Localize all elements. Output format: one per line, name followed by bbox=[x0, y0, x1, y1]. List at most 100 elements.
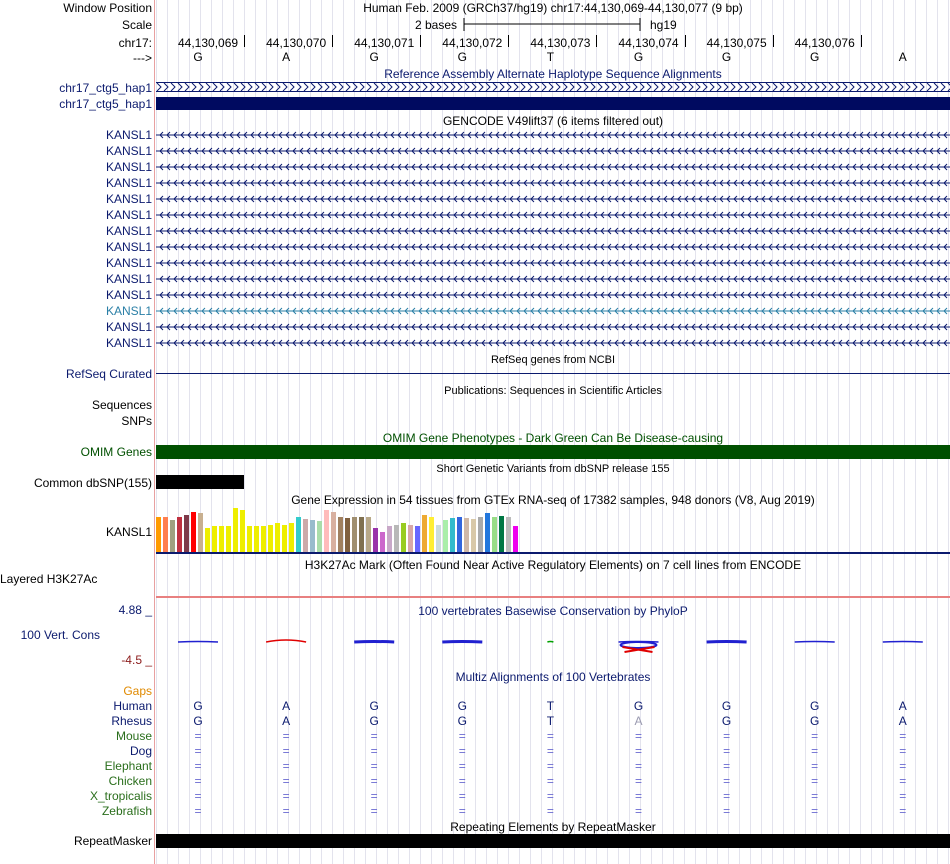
gtex-tissue-bar[interactable] bbox=[310, 520, 315, 552]
multiz-track-title[interactable]: Multiz Alignments of 100 Vertebrates bbox=[455, 670, 651, 684]
gtex-tissue-bar[interactable] bbox=[331, 512, 336, 552]
sequences-label[interactable]: Sequences bbox=[91, 398, 152, 412]
gtex-tissue-bar[interactable] bbox=[499, 516, 504, 552]
gencode-transcript-feature[interactable] bbox=[156, 274, 950, 284]
gtex-tissue-bar[interactable] bbox=[177, 517, 182, 552]
gtex-tissue-bar[interactable] bbox=[289, 523, 294, 552]
gtex-tissue-bar[interactable] bbox=[317, 521, 322, 552]
multiz-species-label[interactable]: Dog bbox=[129, 744, 152, 758]
gencode-transcript-label[interactable]: KANSL1 bbox=[105, 304, 152, 318]
multiz-species-label[interactable]: Mouse bbox=[115, 729, 152, 743]
gtex-tissue-bar[interactable] bbox=[366, 517, 371, 552]
gtex-track-title[interactable]: Gene Expression in 54 tissues from GTEx … bbox=[291, 493, 815, 507]
gencode-transcript-label[interactable]: KANSL1 bbox=[105, 144, 152, 158]
gencode-transcript-feature[interactable] bbox=[156, 210, 950, 220]
gtex-tissue-bar[interactable] bbox=[408, 525, 413, 552]
gencode-transcript-feature[interactable] bbox=[156, 322, 950, 332]
gencode-transcript-label[interactable]: KANSL1 bbox=[105, 176, 152, 190]
refseq-curated-label[interactable]: RefSeq Curated bbox=[65, 367, 152, 381]
gencode-transcript-feature[interactable] bbox=[156, 226, 950, 236]
publications-track-title[interactable]: Publications: Sequences in Scientific Ar… bbox=[444, 385, 662, 397]
gtex-tissue-bar[interactable] bbox=[233, 508, 238, 552]
repeatmasker-track-title[interactable]: Repeating Elements by RepeatMasker bbox=[450, 820, 656, 834]
gtex-tissue-bar[interactable] bbox=[226, 526, 231, 552]
gtex-tissue-bar[interactable] bbox=[506, 517, 511, 552]
gencode-transcript-label[interactable]: KANSL1 bbox=[105, 320, 152, 334]
gencode-transcript-label[interactable]: KANSL1 bbox=[105, 224, 152, 238]
gtex-tissue-bar[interactable] bbox=[296, 517, 301, 552]
gencode-transcript-label[interactable]: KANSL1 bbox=[105, 336, 152, 350]
alt-haplotype-feature-1[interactable] bbox=[156, 82, 950, 94]
gtex-tissue-bar[interactable] bbox=[401, 523, 406, 552]
repeatmasker-feature-bar[interactable] bbox=[156, 834, 950, 848]
gtex-tissue-bar[interactable] bbox=[422, 515, 427, 552]
gencode-transcript-feature[interactable] bbox=[156, 162, 950, 172]
multiz-species-label[interactable]: Rhesus bbox=[111, 714, 152, 728]
omim-genes-label[interactable]: OMIM Genes bbox=[80, 445, 152, 459]
repeatmasker-label[interactable]: RepeatMasker bbox=[73, 834, 152, 848]
multiz-species-label[interactable]: Human bbox=[113, 699, 152, 713]
h3k27ac-signal-line[interactable] bbox=[156, 596, 950, 598]
gencode-transcript-feature[interactable] bbox=[156, 258, 950, 268]
dbsnp-track-title[interactable]: Short Genetic Variants from dbSNP releas… bbox=[436, 463, 670, 475]
multiz-species-label[interactable]: X_tropicalis bbox=[89, 789, 152, 803]
gtex-tissue-bar[interactable] bbox=[191, 512, 196, 552]
gtex-tissue-bar[interactable] bbox=[198, 513, 203, 552]
gtex-tissue-bar[interactable] bbox=[156, 517, 161, 552]
gencode-transcript-label[interactable]: KANSL1 bbox=[105, 272, 152, 286]
gencode-transcript-label[interactable]: KANSL1 bbox=[105, 208, 152, 222]
gtex-tissue-bar[interactable] bbox=[387, 526, 392, 552]
gtex-tissue-bar[interactable] bbox=[345, 518, 350, 552]
gtex-tissue-bar[interactable] bbox=[338, 517, 343, 552]
gencode-transcript-feature[interactable] bbox=[156, 290, 950, 300]
gtex-tissue-bar[interactable] bbox=[247, 526, 252, 552]
gtex-tissue-bar[interactable] bbox=[303, 519, 308, 552]
gtex-gene-label[interactable]: KANSL1 bbox=[105, 525, 152, 539]
gtex-tissue-bar[interactable] bbox=[464, 518, 469, 552]
phylop-track-title[interactable]: 100 vertebrates Basewise Conservation by… bbox=[418, 604, 688, 618]
gtex-tissue-bar[interactable] bbox=[261, 526, 266, 552]
multiz-species-label[interactable]: Elephant bbox=[104, 759, 152, 773]
multiz-species-label[interactable]: Gaps bbox=[123, 684, 152, 698]
gencode-track-title[interactable]: GENCODE V49lift37 (6 items filtered out) bbox=[442, 114, 664, 128]
gtex-tissue-bar[interactable] bbox=[163, 517, 168, 552]
gtex-tissue-bar[interactable] bbox=[205, 528, 210, 552]
omim-feature-bar[interactable] bbox=[156, 445, 950, 459]
gtex-tissue-bar[interactable] bbox=[485, 513, 490, 552]
gencode-transcript-feature[interactable] bbox=[156, 242, 950, 252]
phylop-signal[interactable] bbox=[156, 630, 950, 656]
gtex-tissue-bar[interactable] bbox=[471, 519, 476, 552]
gencode-transcript-label[interactable]: KANSL1 bbox=[105, 128, 152, 142]
gtex-tissue-bar[interactable] bbox=[219, 526, 224, 552]
gtex-tissue-bar[interactable] bbox=[450, 518, 455, 552]
gtex-tissue-bar[interactable] bbox=[282, 525, 287, 552]
gtex-tissue-bar[interactable] bbox=[275, 523, 280, 552]
dbsnp-feature-bar[interactable] bbox=[156, 475, 244, 489]
gtex-bar-chart[interactable] bbox=[156, 506, 950, 554]
phylop-label[interactable]: 100 Vert. Cons bbox=[20, 628, 100, 642]
gencode-transcript-label[interactable]: KANSL1 bbox=[105, 288, 152, 302]
gtex-tissue-bar[interactable] bbox=[443, 520, 448, 552]
alt-haplotype-feature-2[interactable] bbox=[156, 97, 950, 110]
snps-label[interactable]: SNPs bbox=[121, 414, 152, 428]
alt-haplotype-label-1[interactable]: chr17_ctg5_hap1 bbox=[59, 81, 152, 95]
gencode-transcript-label[interactable]: KANSL1 bbox=[105, 240, 152, 254]
gtex-tissue-bar[interactable] bbox=[513, 526, 518, 552]
alt-haplotype-track-title[interactable]: Reference Assembly Alternate Haplotype S… bbox=[384, 67, 722, 81]
gencode-transcript-feature[interactable] bbox=[156, 194, 950, 204]
gtex-tissue-bar[interactable] bbox=[254, 526, 259, 552]
gtex-tissue-bar[interactable] bbox=[436, 525, 441, 552]
alt-haplotype-label-2[interactable]: chr17_ctg5_hap1 bbox=[59, 97, 152, 111]
gtex-tissue-bar[interactable] bbox=[415, 526, 420, 552]
gtex-tissue-bar[interactable] bbox=[429, 517, 434, 552]
gtex-tissue-bar[interactable] bbox=[373, 528, 378, 552]
gencode-transcript-feature[interactable] bbox=[156, 146, 950, 156]
multiz-species-label[interactable]: Chicken bbox=[108, 774, 152, 788]
refseq-track-title[interactable]: RefSeq genes from NCBI bbox=[490, 354, 616, 366]
gencode-transcript-feature[interactable] bbox=[156, 178, 950, 188]
gencode-transcript-feature[interactable] bbox=[156, 306, 950, 316]
gtex-tissue-bar[interactable] bbox=[359, 517, 364, 552]
gencode-transcript-label[interactable]: KANSL1 bbox=[105, 256, 152, 270]
gtex-tissue-bar[interactable] bbox=[212, 526, 217, 552]
gtex-tissue-bar[interactable] bbox=[184, 515, 189, 552]
